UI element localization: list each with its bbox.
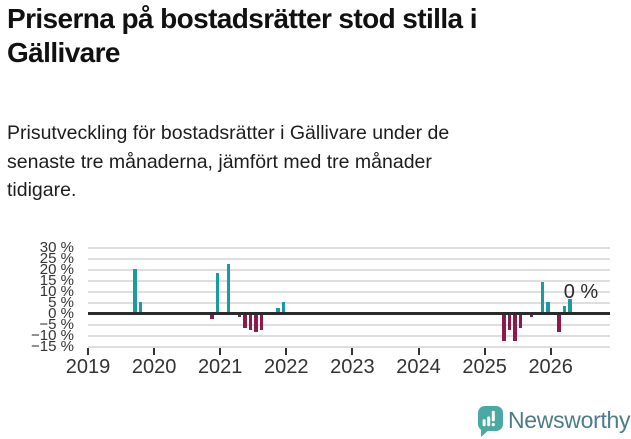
x-axis-label: 2024: [396, 356, 441, 378]
x-axis-tick: [483, 348, 486, 355]
x-axis-label: 2022: [264, 356, 309, 378]
gridline: [88, 279, 610, 282]
x-axis-label: 2025: [462, 356, 507, 378]
last-value-label: 0 %: [563, 281, 599, 303]
gridline: [88, 323, 610, 326]
bar-negative: [502, 314, 506, 342]
brand-name: Newsworthy: [508, 407, 631, 433]
bar-negative: [210, 314, 214, 320]
x-axis-tick: [87, 348, 89, 355]
gridline: [88, 290, 610, 293]
bar-negative: [557, 314, 561, 333]
x-axis-tick: [285, 348, 288, 355]
bar-negative: [254, 314, 258, 333]
y-axis-label: 10 %: [39, 283, 74, 301]
x-axis-label: 2019: [65, 356, 111, 378]
bar-negative: [518, 314, 523, 329]
page-title: Priserna på bostadsrätter stod stilla i …: [7, 2, 625, 70]
page-title-line-2: Gällivare: [7, 37, 121, 68]
x-axis-tick: [549, 348, 552, 355]
logo-bubble-tail: [481, 429, 490, 437]
x-axis-label: 2023: [330, 356, 375, 378]
bar-positive: [562, 305, 567, 313]
x-axis-label: 2026: [528, 356, 573, 378]
bar-positive: [546, 301, 550, 313]
bar-positive: [215, 272, 220, 313]
chart-subtitle-line-2: senaste tre månaderna, jämfört med tre m…: [7, 150, 432, 173]
y-axis-label: 20 %: [39, 261, 74, 279]
gridline: [88, 257, 610, 260]
chart-subtitle-line-1: Prisutveckling för bostadsrätter i Gälli…: [7, 122, 450, 144]
y-axis-label: −15 %: [31, 338, 74, 356]
bar-positive: [568, 299, 572, 313]
bar-negative: [248, 314, 253, 331]
x-axis-tick: [219, 348, 222, 355]
bar-positive: [138, 301, 143, 313]
gridline: [88, 268, 610, 271]
y-axis-label: 25 %: [39, 250, 74, 268]
gridline: [88, 345, 610, 348]
bar-negative: [529, 314, 534, 318]
y-axis-label: 0 %: [48, 305, 74, 323]
bar-negative: [243, 314, 247, 329]
bar-positive: [281, 301, 286, 313]
x-axis-tick: [351, 348, 354, 355]
x-axis-tick: [153, 348, 156, 355]
y-axis-label: −5 %: [39, 316, 74, 334]
x-axis-tick: [417, 348, 420, 355]
bar-chart-glyph-icon: [482, 410, 495, 427]
y-axis-label: 5 %: [48, 294, 74, 312]
y-axis-label: 30 %: [39, 239, 74, 257]
page-title-line-1: Priserna på bostadsrätter stod stilla i: [7, 3, 477, 34]
gridline: [88, 301, 610, 304]
x-axis-label: 2021: [197, 356, 243, 378]
bar-positive: [276, 308, 280, 313]
bar-positive: [133, 268, 137, 313]
bar-negative: [259, 314, 264, 331]
y-axis-label: −10 %: [31, 327, 74, 345]
chart-subtitle-line-3: tidigare.: [7, 179, 77, 201]
chart-subtitle: Prisutveckling för bostadsrätter i Gälli…: [7, 119, 607, 205]
gridline: [88, 246, 610, 249]
gridline: [88, 334, 610, 337]
bar-negative: [507, 314, 512, 331]
bar-positive: [540, 281, 545, 313]
x-axis-label: 2020: [131, 356, 177, 378]
bar-positive: [226, 264, 231, 313]
newsworthy-logo-icon: [478, 406, 503, 431]
bar-negative: [237, 314, 242, 318]
bar-negative: [513, 314, 517, 342]
zero-baseline: [88, 312, 610, 315]
y-axis-label: 15 %: [39, 272, 74, 290]
